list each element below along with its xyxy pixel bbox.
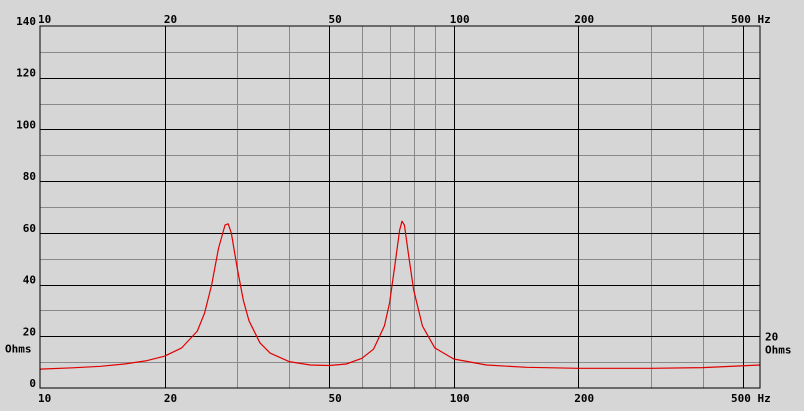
x-tick-label-bottom: 10 — [38, 392, 51, 405]
y-tick-label: 20 — [23, 325, 36, 338]
major-gridlines — [40, 26, 760, 388]
x-tick-label-bottom: 50 — [329, 392, 342, 405]
y-unit-label-left: Ohms — [5, 342, 32, 355]
y-tick-label: 0 — [29, 377, 36, 390]
x-tick-label-top: 500 Hz — [731, 13, 771, 26]
y-tick-label: 100 — [16, 118, 36, 131]
y-tick-label: 40 — [23, 274, 36, 287]
y-tick-label: 60 — [23, 222, 36, 235]
plot-frame — [39, 25, 761, 389]
x-tick-label-bottom: 200 — [574, 392, 594, 405]
y-tick-label: 140 — [16, 15, 36, 28]
x-tick-label-top: 200 — [574, 13, 594, 26]
right-axis-label: 20 — [765, 330, 778, 343]
x-tick-label-top: 50 — [329, 13, 342, 26]
y-tick-label: 120 — [16, 67, 36, 80]
x-tick-label-top: 20 — [164, 13, 177, 26]
x-tick-label-bottom: 500 Hz — [731, 392, 771, 405]
x-tick-label-bottom: 20 — [164, 392, 177, 405]
series-line — [39, 220, 761, 370]
minor-gridlines — [40, 26, 760, 388]
x-tick-label-bottom: 100 — [450, 392, 470, 405]
y-tick-label: 80 — [23, 170, 36, 183]
tick-labels: 10 10 20 20 50 50 100 100 200 200 500 Hz 500 Hz 0 20 4… — [5, 13, 792, 405]
y-unit-label-right: Ohms — [765, 343, 792, 356]
x-tick-label-top: 100 — [450, 13, 470, 26]
x-tick-label-top: 10 — [38, 13, 51, 26]
series-layer — [39, 220, 761, 370]
